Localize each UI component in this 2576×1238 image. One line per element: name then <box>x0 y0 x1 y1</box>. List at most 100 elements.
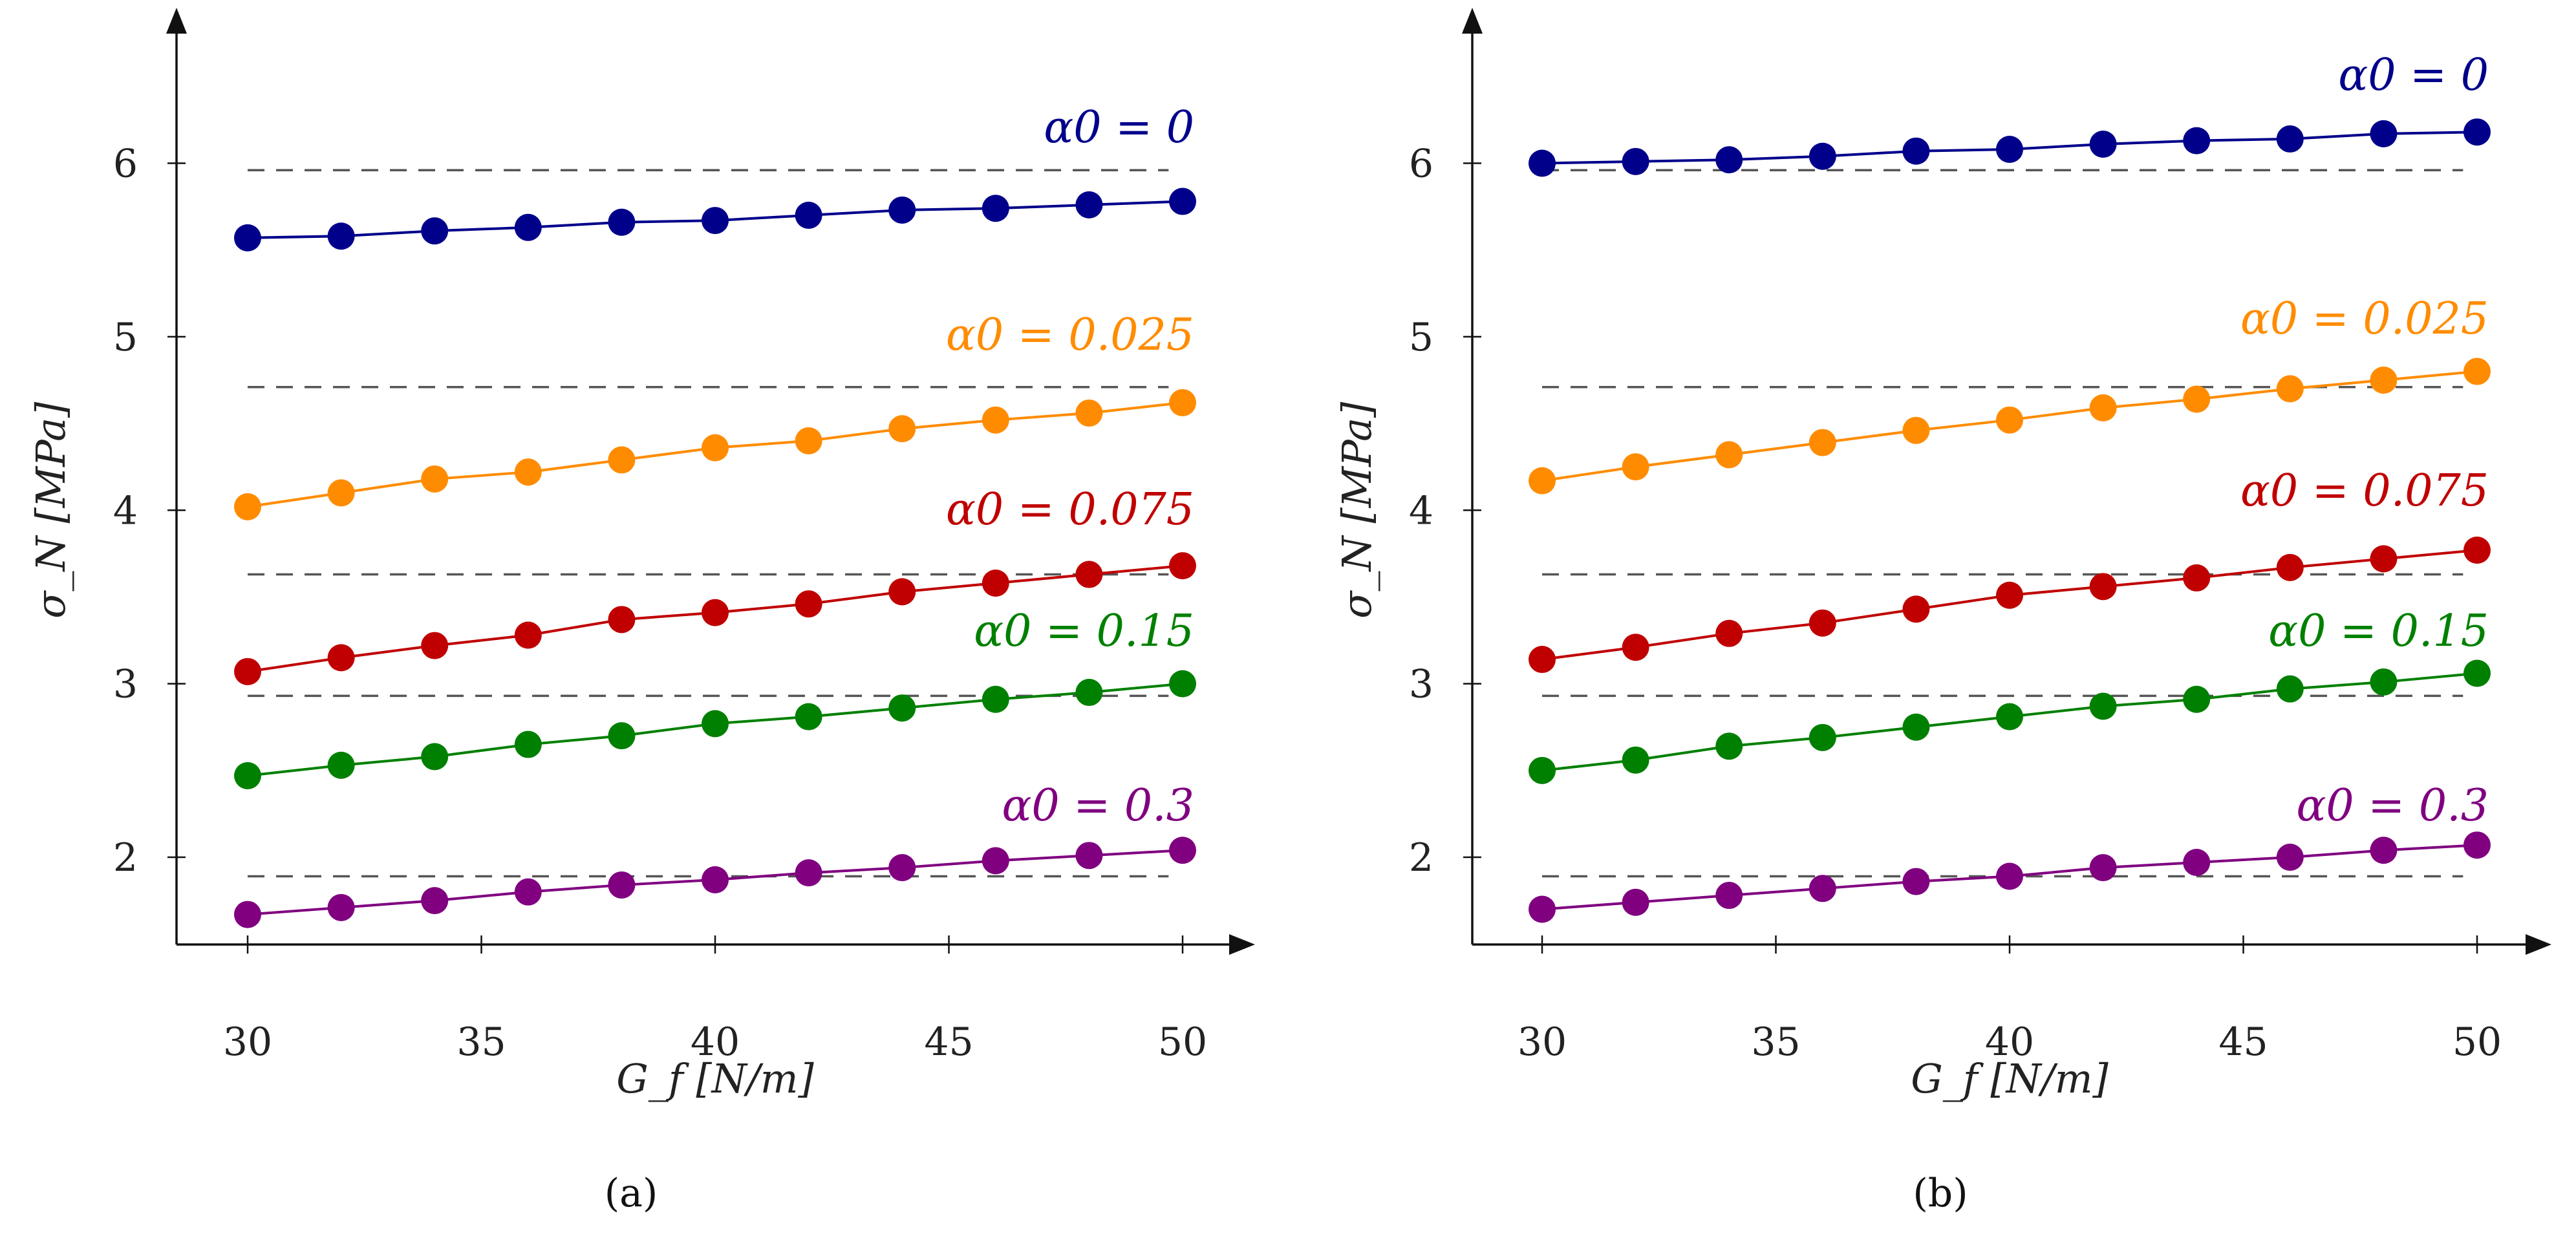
data-point <box>2089 394 2117 422</box>
data-point <box>1622 453 1649 481</box>
data-point <box>514 731 542 758</box>
data-point <box>1996 862 2023 890</box>
data-point <box>608 446 636 474</box>
data-point <box>702 866 729 893</box>
data-point <box>2089 130 2117 158</box>
panel-caption: (b) <box>1913 1171 1968 1216</box>
series-label: α0 = 0.3 <box>1002 780 1194 831</box>
x-tick-label: 50 <box>1158 1019 1207 1065</box>
data-point <box>2183 564 2211 592</box>
data-point <box>234 762 261 789</box>
data-point <box>1715 882 1743 910</box>
x-tick-label: 30 <box>223 1019 272 1065</box>
data-point <box>982 406 1009 434</box>
data-point <box>2183 127 2211 155</box>
panel-caption: (a) <box>605 1171 658 1216</box>
data-point <box>514 878 542 906</box>
series-label: α0 = 0.075 <box>2240 465 2489 517</box>
data-point <box>421 743 449 771</box>
data-point <box>234 901 261 928</box>
x-tick-label: 45 <box>2218 1019 2268 1065</box>
data-point <box>1809 875 1836 902</box>
y-tick-label: 5 <box>1409 315 1433 360</box>
series-label: α0 = 0.15 <box>2268 606 2489 657</box>
y-tick-label: 6 <box>1409 142 1433 187</box>
data-point <box>2370 837 2398 864</box>
data-point <box>2463 659 2491 687</box>
data-point <box>2463 118 2491 146</box>
x-tick-label: 40 <box>691 1019 740 1065</box>
data-point <box>1996 136 2023 164</box>
data-point <box>1169 187 1196 215</box>
data-point <box>608 208 636 236</box>
y-tick-label: 2 <box>113 835 138 880</box>
data-point <box>234 657 261 685</box>
data-point <box>421 217 449 245</box>
series-label: α0 = 0.3 <box>2296 780 2489 831</box>
data-point <box>327 222 355 250</box>
data-point <box>702 434 729 462</box>
data-point <box>1529 467 1556 495</box>
data-point <box>1529 895 1556 923</box>
series-4: α0 = 0.3 <box>234 780 1196 928</box>
x-tick-label: 30 <box>1518 1019 1567 1065</box>
data-point <box>1075 842 1103 870</box>
data-point <box>1622 888 1649 916</box>
data-point <box>1715 619 1743 647</box>
data-point <box>982 685 1009 713</box>
data-point <box>2183 385 2211 413</box>
x-tick-label: 50 <box>2453 1019 2502 1065</box>
data-point <box>1902 595 1930 623</box>
data-point <box>1622 746 1649 774</box>
series-4: α0 = 0.3 <box>1529 780 2491 923</box>
data-point <box>2276 553 2304 581</box>
data-point <box>514 458 542 486</box>
data-point <box>795 703 822 731</box>
series-label: α0 = 0.025 <box>946 310 1194 361</box>
data-point <box>2276 125 2304 153</box>
data-point <box>234 224 261 251</box>
data-point <box>795 202 822 229</box>
data-point <box>327 751 355 779</box>
data-point <box>982 195 1009 222</box>
x-tick-label: 35 <box>456 1019 506 1065</box>
y-axis-title: σ_N [MPa] <box>1333 401 1380 619</box>
x-tick-label: 45 <box>924 1019 973 1065</box>
series-label: α0 = 0.15 <box>974 606 1194 657</box>
data-point <box>888 578 916 606</box>
data-point <box>2183 685 2211 713</box>
data-point <box>2463 536 2491 564</box>
data-point <box>1075 399 1103 427</box>
data-point <box>2089 692 2117 720</box>
data-point <box>2183 849 2211 877</box>
series-2: α0 = 0.075 <box>234 484 1196 685</box>
data-point <box>1902 137 1930 165</box>
x-tick-label: 35 <box>1751 1019 1800 1065</box>
data-point <box>608 722 636 750</box>
x-axis-arrow-icon <box>1229 934 1255 955</box>
data-point <box>1902 416 1930 444</box>
y-tick-label: 4 <box>1409 488 1433 533</box>
data-point <box>1075 679 1103 707</box>
series-0: α0 = 0 <box>1529 50 2491 177</box>
data-point <box>1715 732 1743 760</box>
data-point <box>1622 634 1649 661</box>
series-3: α0 = 0.15 <box>234 606 1196 789</box>
data-point <box>1996 703 2023 731</box>
data-point <box>2370 366 2398 394</box>
data-point <box>421 887 449 915</box>
series-0: α0 = 0 <box>234 102 1196 251</box>
series-3: α0 = 0.15 <box>1529 606 2491 784</box>
data-point <box>2370 120 2398 147</box>
data-point <box>982 847 1009 875</box>
x-axis-title: G_f [N/m] <box>616 1055 814 1102</box>
data-point <box>1169 389 1196 416</box>
data-point <box>1169 837 1196 864</box>
data-point <box>2089 573 2117 601</box>
data-point <box>608 871 636 899</box>
data-point <box>1902 868 1930 895</box>
series-1: α0 = 0.025 <box>1529 293 2491 495</box>
